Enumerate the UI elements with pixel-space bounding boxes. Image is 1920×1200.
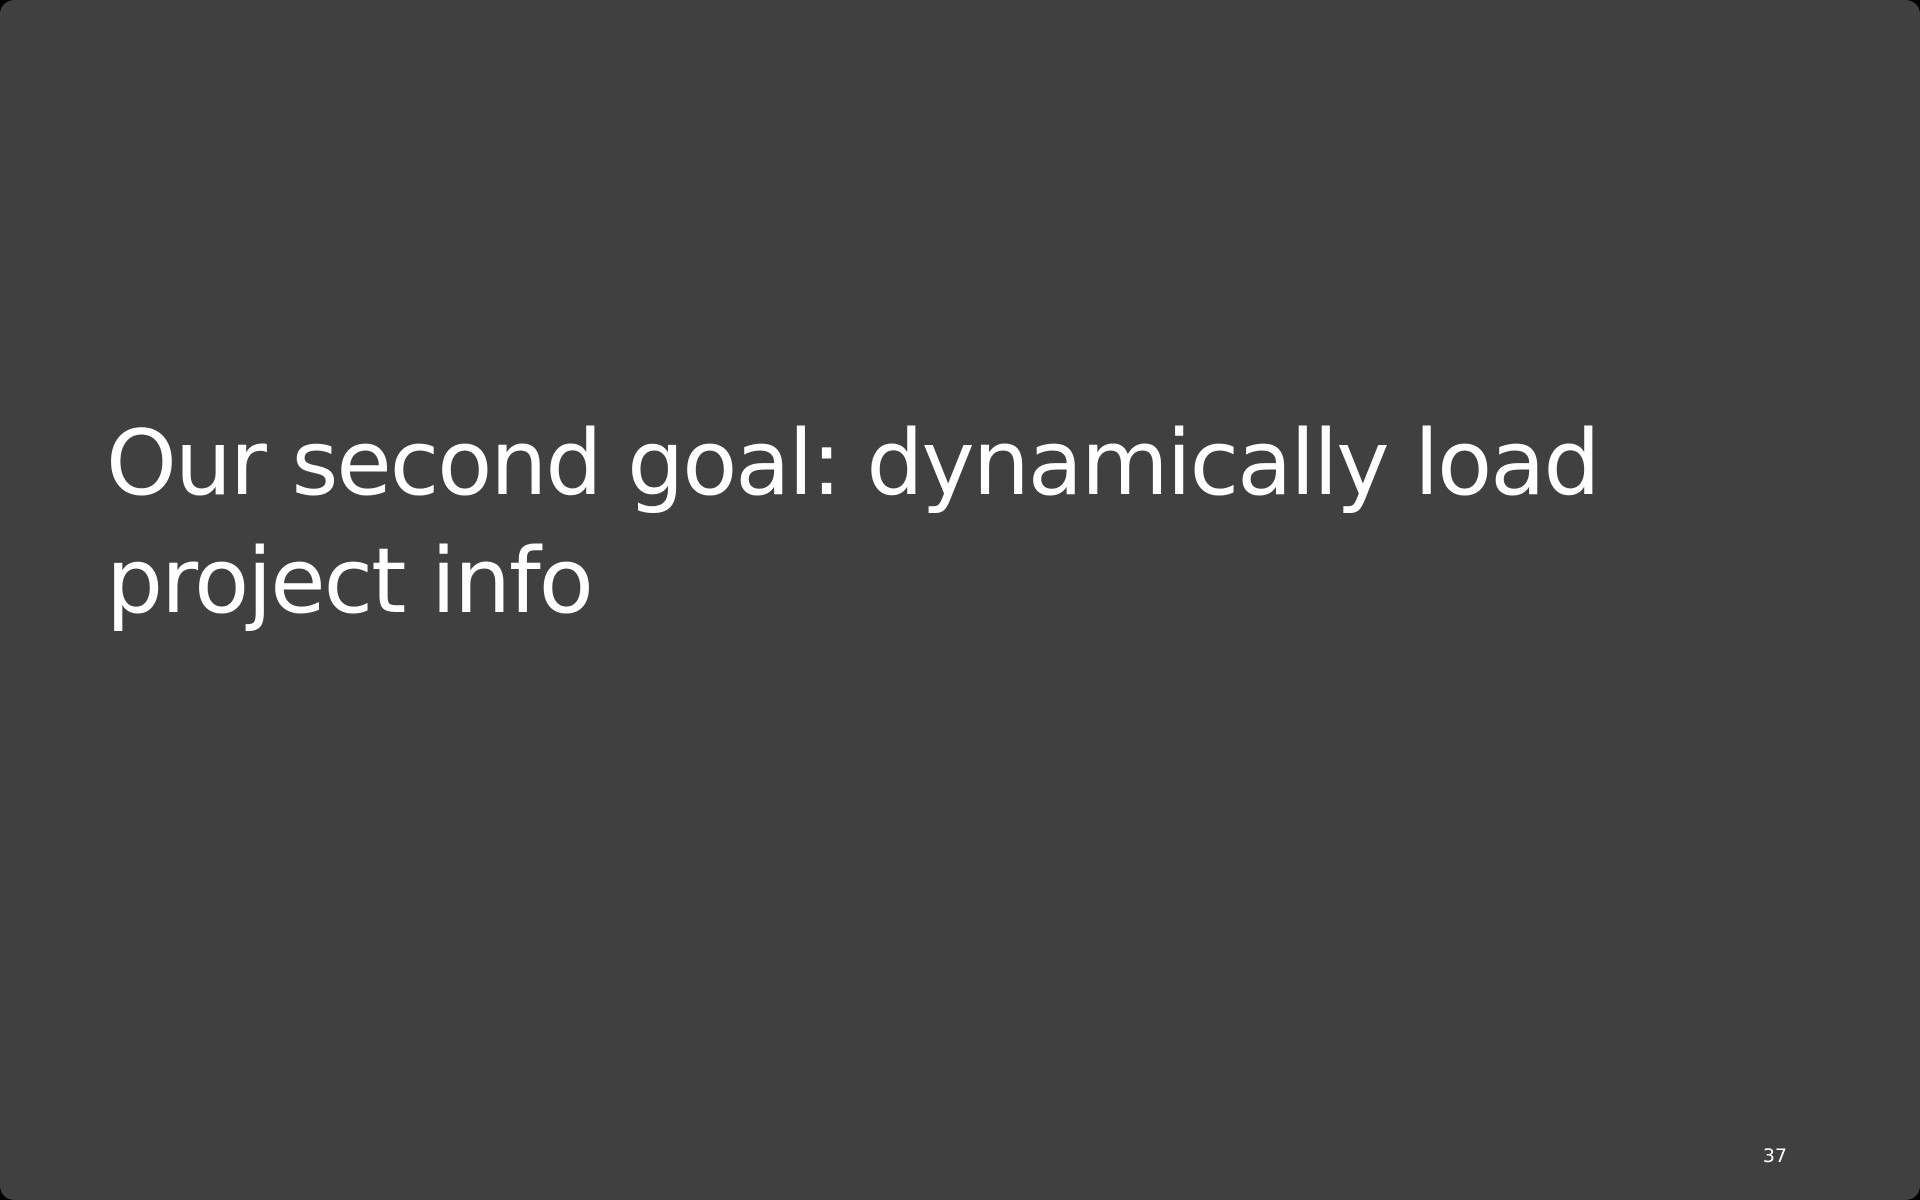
slide-title: Our second goal: dynamically load projec… [106,411,1600,634]
slide-page-number: 37 [1762,1145,1787,1167]
